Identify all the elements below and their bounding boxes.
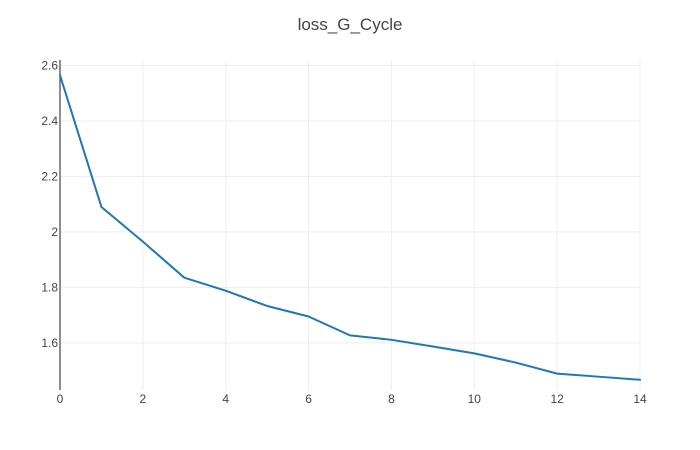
y-tick-label: 2	[51, 225, 58, 239]
y-tick-label: 2.4	[41, 114, 58, 128]
series-line	[59, 74, 641, 381]
y-tick-label: 1.6	[41, 336, 58, 350]
x-tick-label: 6	[305, 392, 312, 406]
chart-title: loss_G_Cycle	[298, 15, 403, 34]
y-tick-label: 2.6	[41, 59, 58, 73]
x-tick-label: 10	[468, 392, 482, 406]
grid-lines	[60, 60, 641, 390]
x-tick-label: 0	[57, 392, 64, 406]
x-tick-label: 2	[140, 392, 147, 406]
series-lines	[59, 74, 641, 381]
y-tick-label: 2.2	[41, 169, 58, 183]
x-tick-label: 14	[633, 392, 647, 406]
y-tick-label: 1.8	[41, 280, 58, 294]
tick-labels: 0 2 4 6 8 10 12 14 1.6 1.8 2 2.2 2.4 2.6	[41, 59, 647, 406]
x-tick-label: 4	[222, 392, 229, 406]
x-tick-label: 12	[550, 392, 564, 406]
x-tick-label: 8	[388, 392, 395, 406]
